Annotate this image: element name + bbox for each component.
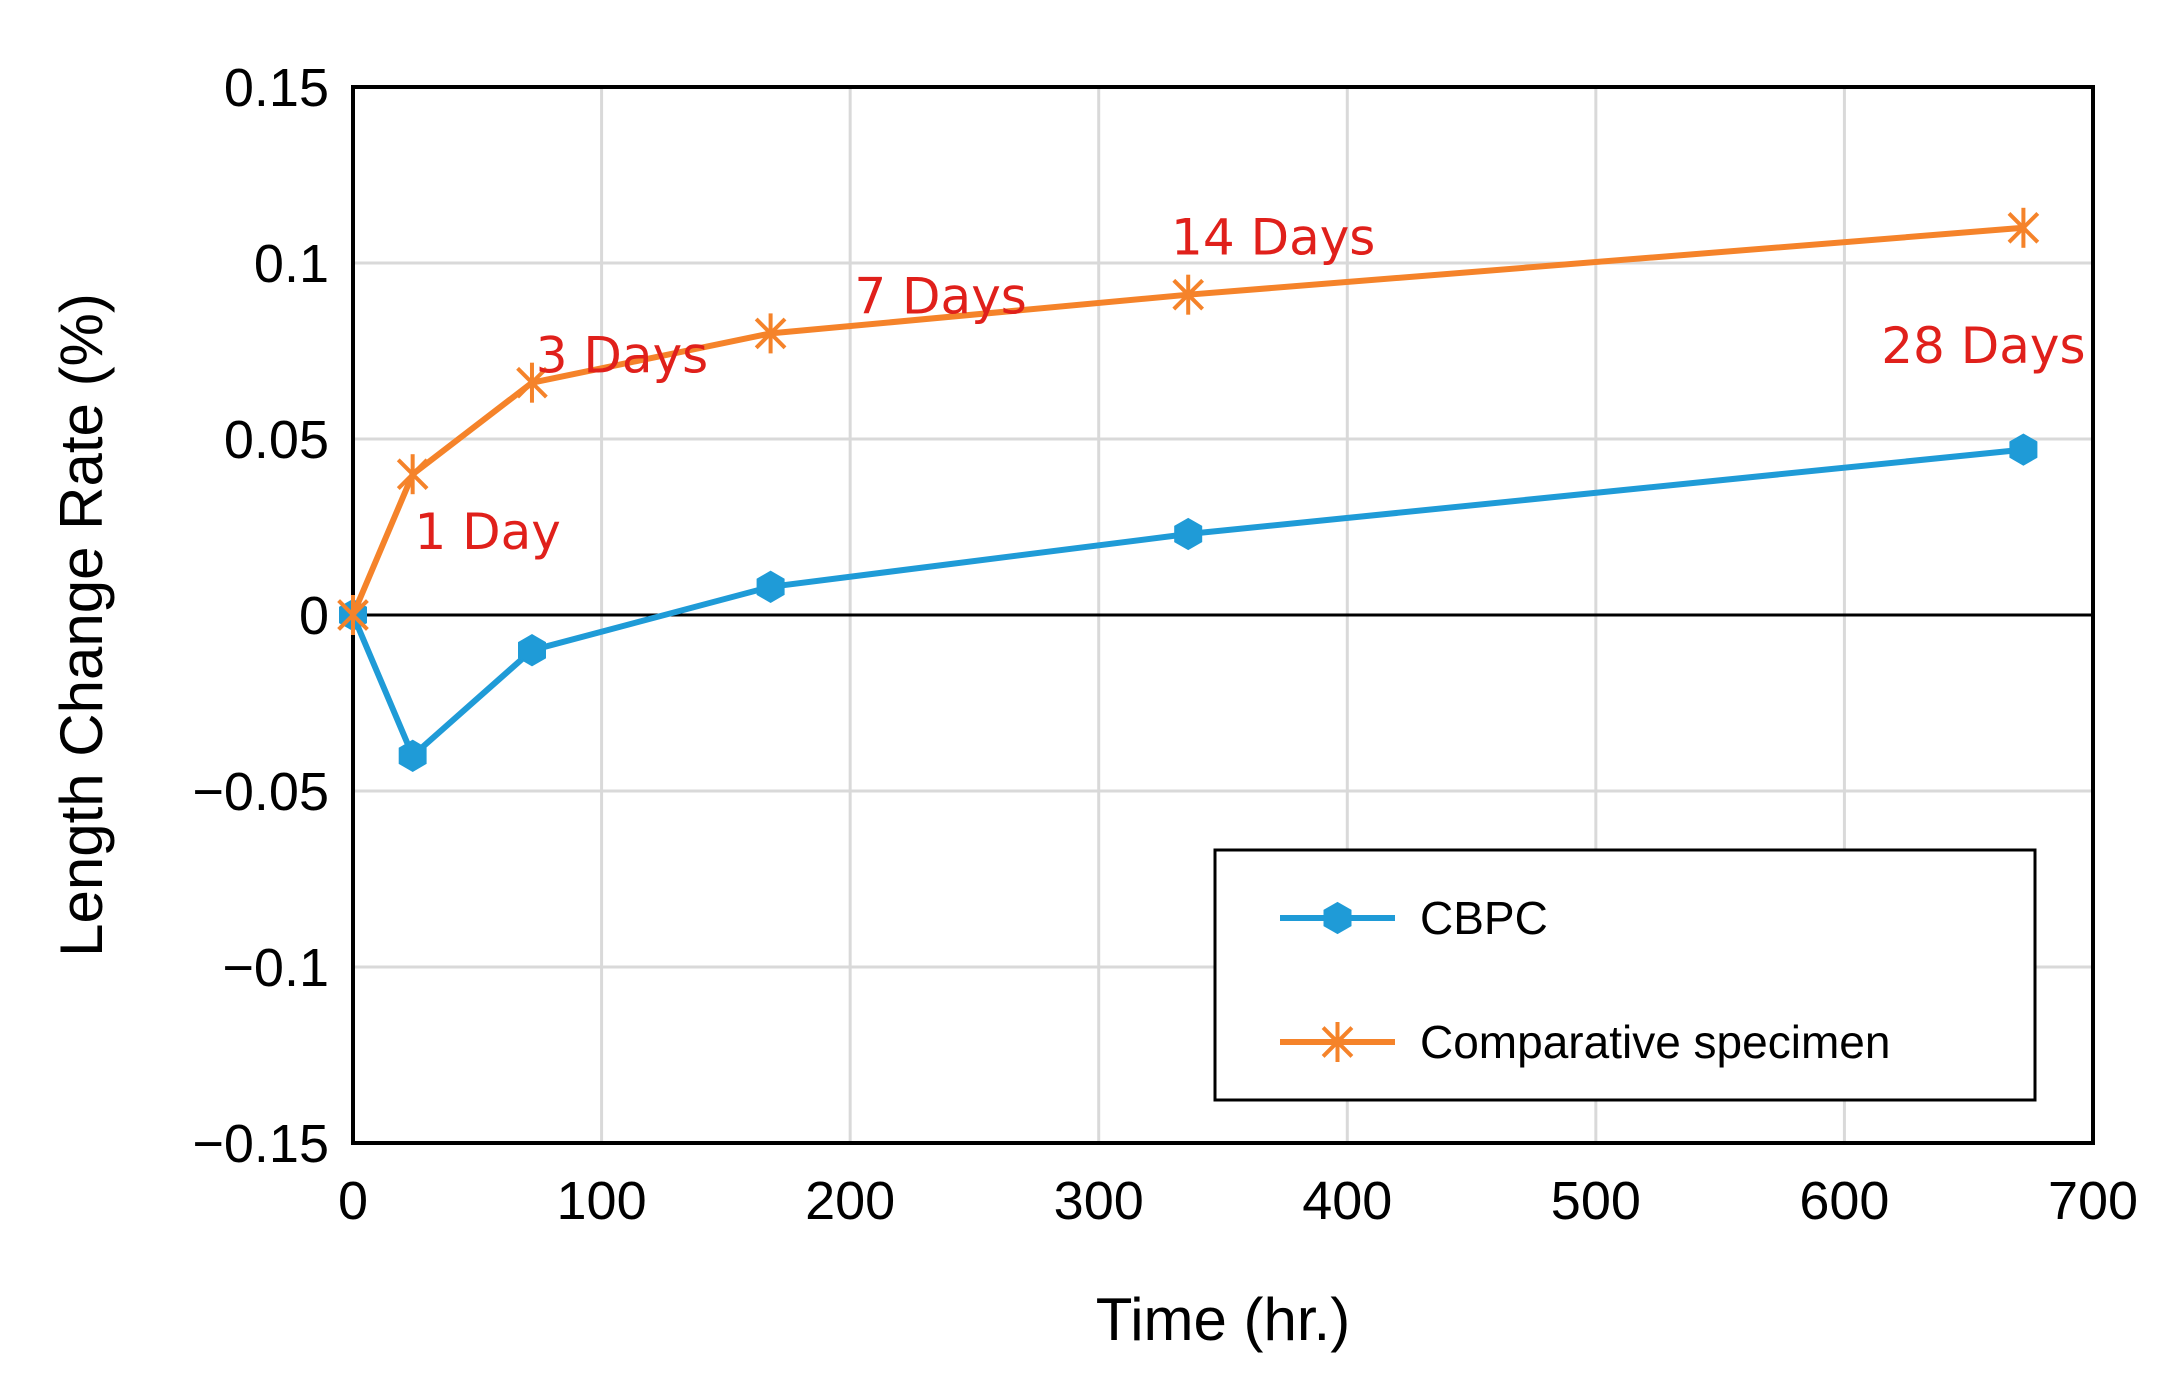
day-annotation: 14 Days — [1171, 209, 1375, 267]
series-line — [350, 446, 2027, 759]
day-annotation: 1 Day — [414, 503, 560, 561]
data-point — [2007, 207, 2040, 248]
data-point — [756, 570, 785, 603]
data-point — [1174, 517, 1203, 551]
y-axis-title: Length Change Rate (%) — [48, 293, 115, 957]
legend-box — [1213, 848, 2037, 1102]
y-tick-label: 0.05 — [224, 410, 329, 470]
data-point — [518, 634, 546, 667]
series-comparative-specimen — [337, 207, 2040, 635]
y-tick-label: 0.1 — [254, 234, 329, 294]
y-tick-label: −0.15 — [192, 1114, 329, 1174]
data-point — [396, 454, 429, 495]
x-tick-label: 300 — [1054, 1171, 1144, 1231]
day-annotation: 7 Days — [854, 267, 1027, 325]
legend-items: CBPC Comparative specimen — [1280, 892, 1890, 1068]
legend-item: CBPC — [1280, 892, 1548, 944]
data-point — [398, 739, 427, 772]
y-tick-label: 0 — [299, 586, 329, 646]
x-tick-label: 500 — [1551, 1171, 1641, 1231]
x-tick-label: 0 — [338, 1171, 368, 1231]
legend-label: CBPC — [1420, 892, 1548, 944]
legend-marker — [1323, 901, 1352, 935]
series-line — [350, 224, 2027, 618]
x-tick-label: 700 — [2048, 1171, 2138, 1231]
x-tick-label: 200 — [805, 1171, 895, 1231]
day-annotation: 3 Days — [536, 327, 709, 385]
data-series — [337, 207, 2040, 772]
y-tick-label: 0.15 — [224, 58, 329, 118]
tick-labels: 0 100 200 300 400 500 600 700 0.15 0.1 0.05 0 −0.05 −… — [192, 58, 2138, 1231]
x-tick-label: 600 — [1799, 1171, 1889, 1231]
legend-marker — [1321, 1022, 1354, 1062]
y-tick-label: −0.05 — [192, 762, 329, 822]
series-cbpc — [339, 433, 2038, 772]
data-point — [337, 595, 369, 635]
legend: CBPC Comparative specimen — [1213, 848, 2037, 1102]
data-point — [754, 313, 787, 354]
x-tick-label: 400 — [1302, 1171, 1392, 1231]
data-point — [516, 362, 548, 403]
data-point — [2009, 433, 2038, 466]
day-annotations: 1 Day 3 Days 7 Days 14 Days 28 Days — [414, 209, 2085, 562]
x-tick-label: 100 — [557, 1171, 647, 1231]
day-annotation: 28 Days — [1881, 317, 2085, 375]
data-point — [1172, 274, 1205, 315]
x-axis-title: Time (hr.) — [1096, 1286, 1350, 1353]
legend-label: Comparative specimen — [1420, 1016, 1890, 1068]
legend-item: Comparative specimen — [1280, 1016, 1890, 1068]
y-tick-label: −0.1 — [222, 938, 329, 998]
